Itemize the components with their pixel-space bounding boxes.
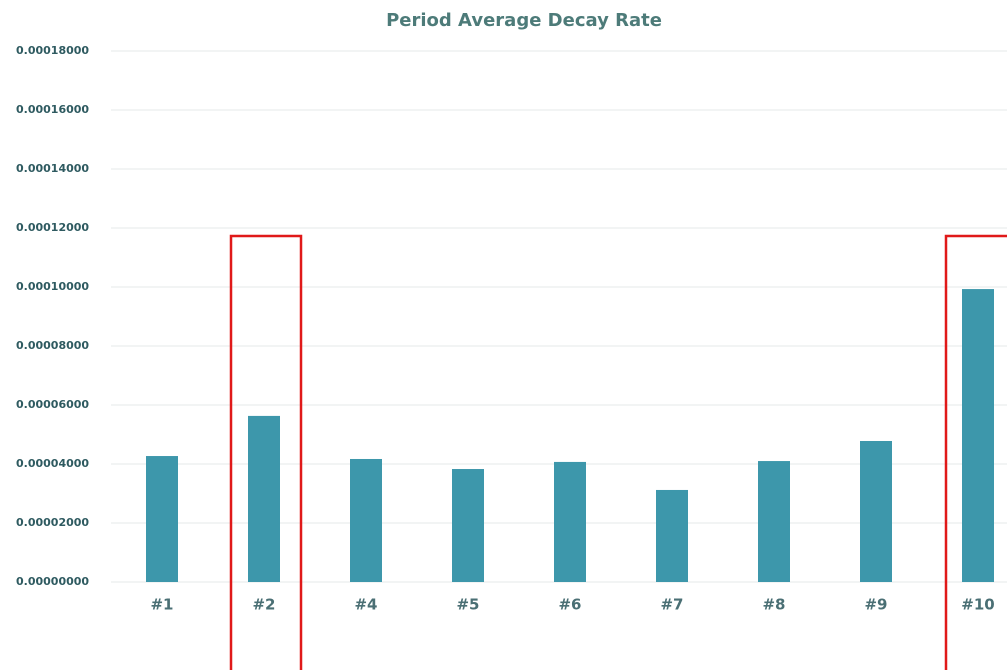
y-tick-label: 0.00004000 [16, 457, 89, 470]
y-tick-label: 0.00008000 [16, 339, 89, 352]
highlight-box [944, 234, 1007, 670]
bar [656, 489, 688, 582]
x-tick-label: #9 [864, 596, 887, 614]
y-tick-label: 0.00016000 [16, 103, 89, 116]
bar [554, 461, 586, 582]
y-tick-label: 0.00002000 [16, 516, 89, 529]
y-tick-label: 0.00018000 [16, 44, 89, 57]
x-tick-label: #10 [961, 596, 994, 614]
plot-area: 0.00000000 0.00002000 0.00004000 0.00006000… [16, 44, 1007, 614]
bar [248, 415, 280, 582]
x-tick-label: #6 [558, 596, 581, 614]
bar [758, 461, 790, 582]
x-tick-label: #2 [252, 596, 275, 614]
x-tick-label: #1 [150, 596, 173, 614]
x-tick-label: #4 [354, 596, 377, 614]
bar [962, 289, 994, 582]
chart-title: Period Average Decay Rate [386, 10, 662, 31]
bar [146, 456, 178, 582]
bar [452, 469, 484, 582]
y-tick-label: 0.00006000 [16, 398, 89, 411]
highlight-box [229, 234, 303, 670]
x-tick-label: #5 [456, 596, 479, 614]
y-tick-label: 0.00014000 [16, 162, 89, 175]
x-tick-label: #8 [762, 596, 785, 614]
y-tick-label: 0.00012000 [16, 221, 89, 234]
y-tick-label: 0.00000000 [16, 575, 89, 588]
x-tick-label: #7 [660, 596, 683, 614]
bar [860, 440, 892, 582]
bar [350, 458, 382, 582]
y-tick-label: 0.00010000 [16, 280, 89, 293]
